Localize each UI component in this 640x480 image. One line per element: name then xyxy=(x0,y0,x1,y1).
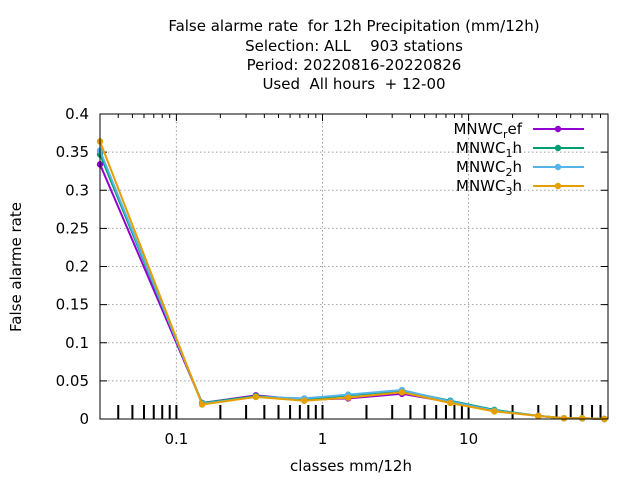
data-point xyxy=(345,394,352,401)
plot-frame xyxy=(99,113,609,420)
legend-swatch-marker xyxy=(554,125,562,133)
y-tick-label: 0 xyxy=(79,410,89,428)
y-tick-label: 0.15 xyxy=(56,296,89,314)
y-tick-label: 0.1 xyxy=(65,334,89,352)
legend-label-base: MNWC xyxy=(456,158,505,176)
y-tick-label: 0.4 xyxy=(65,105,89,123)
legend-label-subscript: 3 xyxy=(505,185,512,198)
legend-label-subscript: r xyxy=(503,128,508,141)
y-tick-label: 0.2 xyxy=(65,258,89,276)
legend-label: MNWC3h xyxy=(456,177,522,198)
legend-label-subscript: 2 xyxy=(505,166,512,179)
chart-title-line-3: Period: 20220816-20220826 xyxy=(246,56,462,74)
y-tick-label: 0.35 xyxy=(56,143,89,161)
x-axis-label: classes mm/12h xyxy=(290,457,412,475)
series-line-3 xyxy=(99,141,605,420)
series-lines xyxy=(96,138,608,423)
legend-label-suffix: h xyxy=(512,177,522,195)
legend-label-suffix: h xyxy=(512,158,522,176)
legend-label-suffix: ef xyxy=(507,120,522,138)
y-tick-label: 0.05 xyxy=(56,372,89,390)
y-tick-label: 0.3 xyxy=(65,181,89,199)
data-point xyxy=(491,408,498,415)
legend-label: MNWCref xyxy=(453,120,522,141)
data-point xyxy=(535,412,542,420)
legend-swatch-marker xyxy=(554,163,562,171)
legend-swatch-marker xyxy=(554,144,562,152)
legend-label: MNWC2h xyxy=(456,158,522,179)
y-tick-label: 0.25 xyxy=(56,219,89,237)
grid xyxy=(100,114,608,419)
data-point xyxy=(579,415,586,422)
data-point xyxy=(398,389,406,396)
chart-title-line-4: Used All hours + 12-00 xyxy=(262,75,446,93)
data-point xyxy=(447,399,454,407)
data-point xyxy=(252,393,260,401)
series-line-2 xyxy=(99,150,605,420)
x-tick-label: 0.1 xyxy=(164,430,188,448)
legend-label: MNWC1h xyxy=(456,139,522,160)
legend-swatch-marker xyxy=(554,182,562,190)
data-point xyxy=(560,415,568,422)
legend-label-base: MNWC xyxy=(456,177,505,195)
series-line-1 xyxy=(99,154,605,420)
axis-ticks: 0 0.05 0.1 0.15 0.2 0.25 0.3 0.35 0.4 0.1 1 10 xyxy=(56,105,608,448)
x-tick-label: 10 xyxy=(459,430,478,448)
chart-title-line-2: Selection: ALL 903 stations xyxy=(245,37,463,55)
chart-title-line-1: False alarme rate for 12h Precipitation … xyxy=(168,17,540,35)
x-tick-label: 1 xyxy=(318,430,328,448)
legend-label-base: MNWC xyxy=(453,120,502,138)
data-point xyxy=(198,401,206,408)
legend-label-suffix: h xyxy=(512,139,522,157)
legend-label-subscript: 1 xyxy=(505,147,512,160)
data-point xyxy=(301,397,308,404)
legend-label-base: MNWC xyxy=(456,139,505,157)
